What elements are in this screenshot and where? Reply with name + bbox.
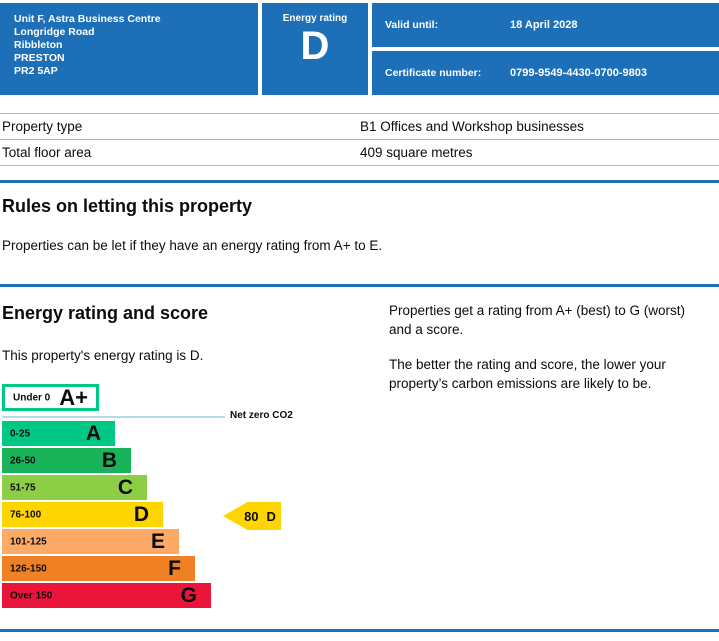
net-zero-line xyxy=(2,416,225,418)
certificate-header: Unit F, Astra Business Centre Longridge … xyxy=(0,3,719,95)
band-letter: G xyxy=(180,583,197,607)
epc-band-f: 126-150 F xyxy=(2,556,195,581)
rules-body: Properties can be let if they have an en… xyxy=(2,238,383,253)
band-letter: F xyxy=(168,556,181,580)
current-rating-marker: 80 D xyxy=(223,502,281,530)
epc-band-e: 101-125 E xyxy=(2,529,179,554)
valid-until-row: Valid until: 18 April 2028 xyxy=(372,3,719,47)
band-range-label: 76-100 xyxy=(10,509,42,520)
epc-band-a-plus: Under 0 A+ xyxy=(2,384,99,411)
energy-rating-box: Energy rating D xyxy=(262,3,368,95)
band-letter: E xyxy=(150,529,165,553)
address-line: PRESTON xyxy=(14,52,65,64)
band-letter: A+ xyxy=(59,384,88,410)
epc-band-b: 26-50 B xyxy=(2,448,131,473)
valid-until-value: 18 April 2028 xyxy=(510,19,578,31)
certificate-number-row: Certificate number: 0799-9549-4430-0700-… xyxy=(372,51,719,95)
section-divider xyxy=(0,629,719,632)
rating-info-column: Properties get a rating from A+ (best) t… xyxy=(389,301,711,393)
band-letter: C xyxy=(117,475,133,499)
epc-band-a: 0-25 A xyxy=(2,421,115,446)
address-line: Unit F, Astra Business Centre xyxy=(14,13,161,25)
property-details-table: Property type B1 Offices and Workshop bu… xyxy=(0,113,719,166)
rules-heading: Rules on letting this property xyxy=(2,196,253,216)
valid-until-label: Valid until: xyxy=(385,19,439,31)
floor-area-value: 409 square metres xyxy=(360,145,473,160)
band-range-label: Under 0 xyxy=(13,392,51,403)
current-rating-letter: D xyxy=(266,508,276,524)
section-divider xyxy=(0,284,719,287)
rating-info-paragraph: The better the rating and score, the low… xyxy=(389,357,666,391)
table-row: Total floor area 409 square metres xyxy=(0,139,719,165)
band-letter: B xyxy=(101,448,117,472)
property-type-label: Property type xyxy=(2,119,83,134)
epc-rating-chart: Net zero CO2 80 D Under 0 A+ 0-25 A 26-50 B 51… xyxy=(2,383,717,613)
certificate-number-value: 0799-9549-4430-0700-9803 xyxy=(510,67,648,79)
address-line: Longridge Road xyxy=(14,26,95,38)
rating-subtext: This property's energy rating is D. xyxy=(2,348,204,363)
table-row: Property type B1 Offices and Workshop bu… xyxy=(0,113,719,139)
band-range-label: 26-50 xyxy=(10,455,36,466)
floor-area-label: Total floor area xyxy=(2,145,92,160)
band-range-label: 126-150 xyxy=(10,563,47,574)
property-address: Unit F, Astra Business Centre Longridge … xyxy=(0,3,258,95)
energy-rating-value: D xyxy=(300,24,330,68)
certificate-meta: Valid until: 18 April 2028 Certificate n… xyxy=(372,3,719,95)
rating-info-paragraph: Properties get a rating from A+ (best) t… xyxy=(389,303,685,337)
address-line: Ribbleton xyxy=(14,39,63,51)
section-divider xyxy=(0,180,719,183)
band-range-label: 51-75 xyxy=(10,482,36,493)
address-line: PR2 5AP xyxy=(14,65,58,77)
epc-band-c: 51-75 C xyxy=(2,475,147,500)
rating-heading: Energy rating and score xyxy=(2,303,209,323)
band-range-label: 0-25 xyxy=(10,428,31,439)
property-type-value: B1 Offices and Workshop businesses xyxy=(360,119,584,134)
band-range-label: Over 150 xyxy=(10,590,53,601)
epc-band-g: Over 150 G xyxy=(2,583,211,608)
energy-rating-label: Energy rating xyxy=(282,13,348,24)
certificate-number-label: Certificate number: xyxy=(385,67,482,79)
epc-band-d: 76-100 D xyxy=(2,502,163,527)
net-zero-label: Net zero CO2 xyxy=(230,410,293,421)
current-rating-score: 80 xyxy=(244,508,259,524)
band-letter: D xyxy=(133,502,149,526)
band-range-label: 101-125 xyxy=(10,536,47,547)
band-letter: A xyxy=(85,421,101,445)
